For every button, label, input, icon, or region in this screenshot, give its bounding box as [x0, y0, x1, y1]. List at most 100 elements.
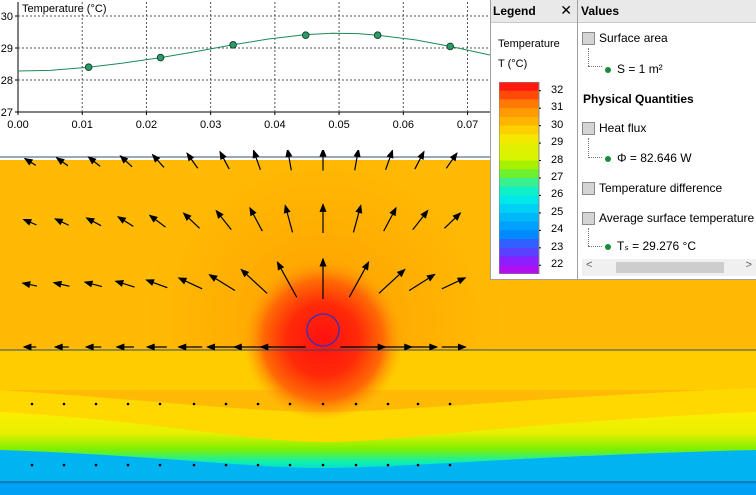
temperature-difference-checkbox[interactable]: [582, 182, 595, 196]
flux-arrow-head: [177, 277, 188, 285]
legend-scale-label: 30: [551, 118, 564, 131]
flux-arrow: [321, 402, 325, 406]
green-dot-icon: [605, 155, 611, 162]
chart-ytick-label: 27: [1, 107, 13, 119]
flux-arrow-head: [426, 273, 436, 282]
flux-arrow-head: [457, 343, 467, 351]
average-surface-temperature-checkbox[interactable]: [582, 212, 595, 226]
legend-scale-label: 27: [551, 171, 564, 183]
color-scale-band: [499, 108, 539, 118]
legend-scale-label: 25: [551, 205, 564, 218]
flux-arrow: [416, 402, 420, 406]
flux-arrow-head: [177, 343, 187, 351]
color-scale-band: [499, 221, 539, 231]
color-scale-band: [499, 256, 539, 266]
flux-arrow: [354, 463, 358, 467]
flux-arrow-head: [420, 209, 429, 219]
flux-arrow-head: [240, 268, 250, 278]
heat-flux-value: Φ = 82.646 W: [617, 151, 692, 165]
values-panel: Values Surface area S = 1 m² Physical Qu…: [578, 0, 756, 280]
surface-area-value: S = 1 m²: [617, 62, 663, 76]
flux-arrow: [94, 463, 98, 467]
flux-arrow-head: [249, 206, 257, 217]
flux-arrow-head: [21, 281, 31, 289]
close-icon[interactable]: ✕: [560, 2, 572, 18]
heat-flux-label: Heat flux: [599, 121, 647, 135]
heat-flux-value-item: Φ = 82.646 W: [605, 151, 692, 165]
legend-header: Legend ✕: [491, 0, 577, 23]
flux-arrow: [288, 402, 292, 406]
chart-xtick-label: 0.03: [200, 119, 221, 131]
physical-quantities-heading: Physical Quantities: [583, 92, 694, 106]
legend-scale-label: 26: [551, 188, 564, 201]
flux-arrow-head: [208, 274, 218, 282]
flux-arrow: [192, 463, 196, 467]
values-horizontal-scrollbar[interactable]: < >: [582, 259, 756, 276]
flux-arrow-head: [145, 279, 155, 286]
color-scale-band: [499, 230, 539, 240]
scroll-right-icon[interactable]: >: [745, 259, 752, 271]
flux-arrow: [62, 463, 66, 467]
average-surface-temperature-item[interactable]: Average surface temperature: [582, 211, 754, 226]
chart-data-point: [229, 41, 237, 49]
chart-data-point: [84, 63, 93, 71]
flux-arrow-head: [361, 261, 370, 271]
color-scale-band: [499, 247, 539, 258]
flux-arrow-head: [319, 150, 327, 157]
legend-panel: Legend ✕ Temperature T (°C) 32 31 30 29 28 27…: [490, 0, 578, 280]
flux-arrow-head: [219, 150, 227, 161]
flux-arrow: [126, 402, 130, 406]
flux-arrow-head: [429, 343, 439, 351]
chart-data-point: [156, 53, 165, 62]
chart-series-line: [17, 32, 490, 72]
color-scale-band: [499, 160, 539, 170]
flux-arrow-head: [353, 150, 361, 158]
values-title: Values: [581, 4, 620, 18]
chart-xtick-label: 0.01: [72, 119, 93, 131]
flux-arrow-head: [53, 343, 63, 351]
flux-arrow-head: [84, 343, 94, 351]
flux-arrow-head: [319, 257, 327, 267]
values-header: Values: [578, 0, 756, 23]
legend-scale-label: 23: [551, 240, 564, 253]
flux-arrow-head: [186, 152, 195, 162]
legend-scale-label: 29: [551, 136, 564, 149]
flux-arrow-head: [87, 156, 97, 165]
flux-arrow-head: [85, 217, 95, 225]
flux-arrow-head: [148, 214, 158, 223]
heat-flux-checkbox[interactable]: [582, 122, 595, 136]
color-scale-band: [499, 265, 539, 274]
legend-scale-label: 32: [551, 83, 564, 96]
flux-arrow-head: [115, 343, 125, 351]
heat-flux-item[interactable]: Heat flux: [582, 121, 647, 136]
surface-area-item[interactable]: Surface area: [582, 31, 668, 46]
chart-xtick-label: 0.07: [457, 119, 478, 131]
chart-xtick-label: 0.04: [264, 119, 285, 131]
flux-arrow-head: [456, 277, 467, 285]
flux-arrow-head: [145, 343, 155, 351]
legend-scale-label: 24: [551, 223, 564, 236]
flux-arrow: [448, 402, 452, 406]
flux-arrow: [30, 402, 34, 406]
scrollbar-thumb[interactable]: [616, 262, 724, 273]
color-scale-band: [499, 99, 539, 109]
temperature-difference-item[interactable]: Temperature difference: [582, 181, 722, 196]
surface-area-checkbox[interactable]: [582, 32, 595, 46]
flux-arrow: [192, 402, 196, 406]
chart-xtick-label: 0.05: [328, 119, 349, 131]
flux-arrow-head: [232, 343, 242, 351]
temperature-line-chart: Temperature (°C) 30 29 28 270.00 0.01 0.02 0.0…: [0, 0, 490, 150]
flux-arrow: [126, 463, 130, 467]
color-scale-band: [499, 186, 539, 196]
color-scale-band: [499, 212, 539, 223]
average-surface-temperature-value-item: Tₛ = 29.276 °C: [605, 239, 696, 253]
scroll-left-icon[interactable]: <: [586, 259, 593, 271]
flux-arrow: [386, 402, 390, 406]
flux-arrow-head: [22, 343, 32, 351]
flux-arrow: [158, 463, 162, 467]
green-dot-icon: [605, 66, 611, 73]
average-surface-temperature-value: Tₛ = 29.276 °C: [617, 239, 696, 253]
flux-arrow: [94, 402, 98, 406]
flux-arrow-head: [55, 157, 65, 166]
green-dot-icon: [605, 243, 611, 250]
